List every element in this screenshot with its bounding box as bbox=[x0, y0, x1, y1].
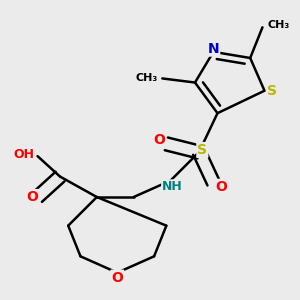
Text: CH₃: CH₃ bbox=[135, 74, 158, 83]
Text: O: O bbox=[27, 190, 39, 204]
Text: O: O bbox=[215, 180, 227, 194]
Text: S: S bbox=[267, 84, 277, 98]
Text: OH: OH bbox=[13, 148, 34, 160]
Text: CH₃: CH₃ bbox=[267, 20, 290, 30]
Text: S: S bbox=[197, 143, 207, 157]
Text: O: O bbox=[111, 271, 123, 285]
Text: NH: NH bbox=[162, 180, 183, 193]
Text: N: N bbox=[208, 42, 219, 56]
Text: O: O bbox=[153, 133, 165, 147]
